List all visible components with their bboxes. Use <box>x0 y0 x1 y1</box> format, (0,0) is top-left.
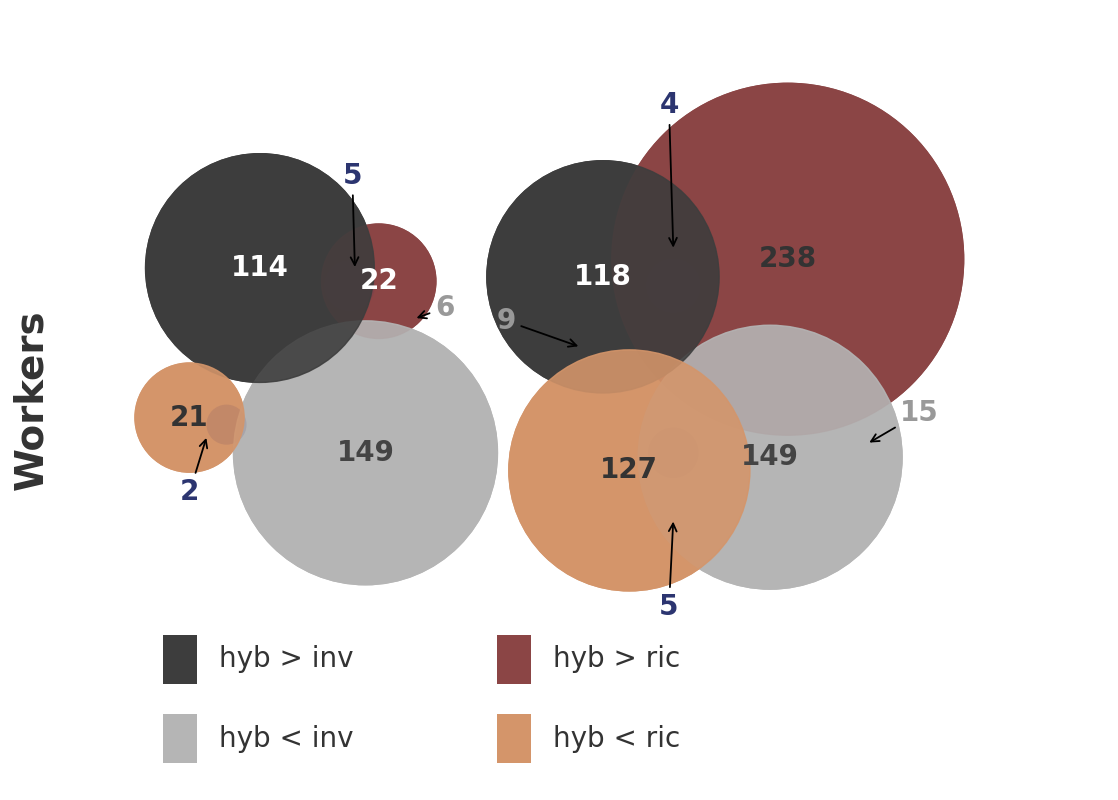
Circle shape <box>509 350 750 591</box>
Circle shape <box>234 321 498 585</box>
Text: 9: 9 <box>496 307 577 346</box>
Text: 238: 238 <box>759 246 817 274</box>
Circle shape <box>145 154 375 382</box>
Circle shape <box>234 321 498 585</box>
Circle shape <box>322 224 436 338</box>
Text: 118: 118 <box>574 263 632 291</box>
Circle shape <box>638 326 902 589</box>
Circle shape <box>135 363 244 472</box>
Text: hyb > inv: hyb > inv <box>219 646 353 674</box>
Text: 2: 2 <box>180 440 207 506</box>
Text: 15: 15 <box>871 399 939 442</box>
Text: 127: 127 <box>600 456 659 484</box>
Bar <box>163 635 197 684</box>
Text: 21: 21 <box>170 403 209 431</box>
Circle shape <box>648 428 698 478</box>
Circle shape <box>486 161 719 393</box>
Text: 149: 149 <box>337 438 395 466</box>
Circle shape <box>647 259 700 312</box>
Text: hyb < inv: hyb < inv <box>219 725 353 753</box>
Bar <box>498 714 531 763</box>
Bar <box>498 635 531 684</box>
Circle shape <box>322 224 436 338</box>
Text: 4: 4 <box>660 91 679 246</box>
Text: 22: 22 <box>359 267 398 295</box>
Circle shape <box>612 83 964 435</box>
Text: 114: 114 <box>231 254 288 282</box>
Circle shape <box>135 363 244 472</box>
Circle shape <box>145 154 375 382</box>
Text: hyb > ric: hyb > ric <box>552 646 680 674</box>
Text: Workers: Workers <box>12 310 50 490</box>
Bar <box>163 714 197 763</box>
Text: 5: 5 <box>342 162 362 265</box>
Circle shape <box>612 83 964 435</box>
Circle shape <box>486 161 719 393</box>
Circle shape <box>509 350 750 591</box>
Circle shape <box>325 261 375 310</box>
Circle shape <box>207 406 246 444</box>
Text: 6: 6 <box>418 294 454 322</box>
Text: 149: 149 <box>741 443 799 471</box>
Circle shape <box>638 326 902 589</box>
Text: hyb < ric: hyb < ric <box>552 725 680 753</box>
Text: 5: 5 <box>660 523 679 621</box>
